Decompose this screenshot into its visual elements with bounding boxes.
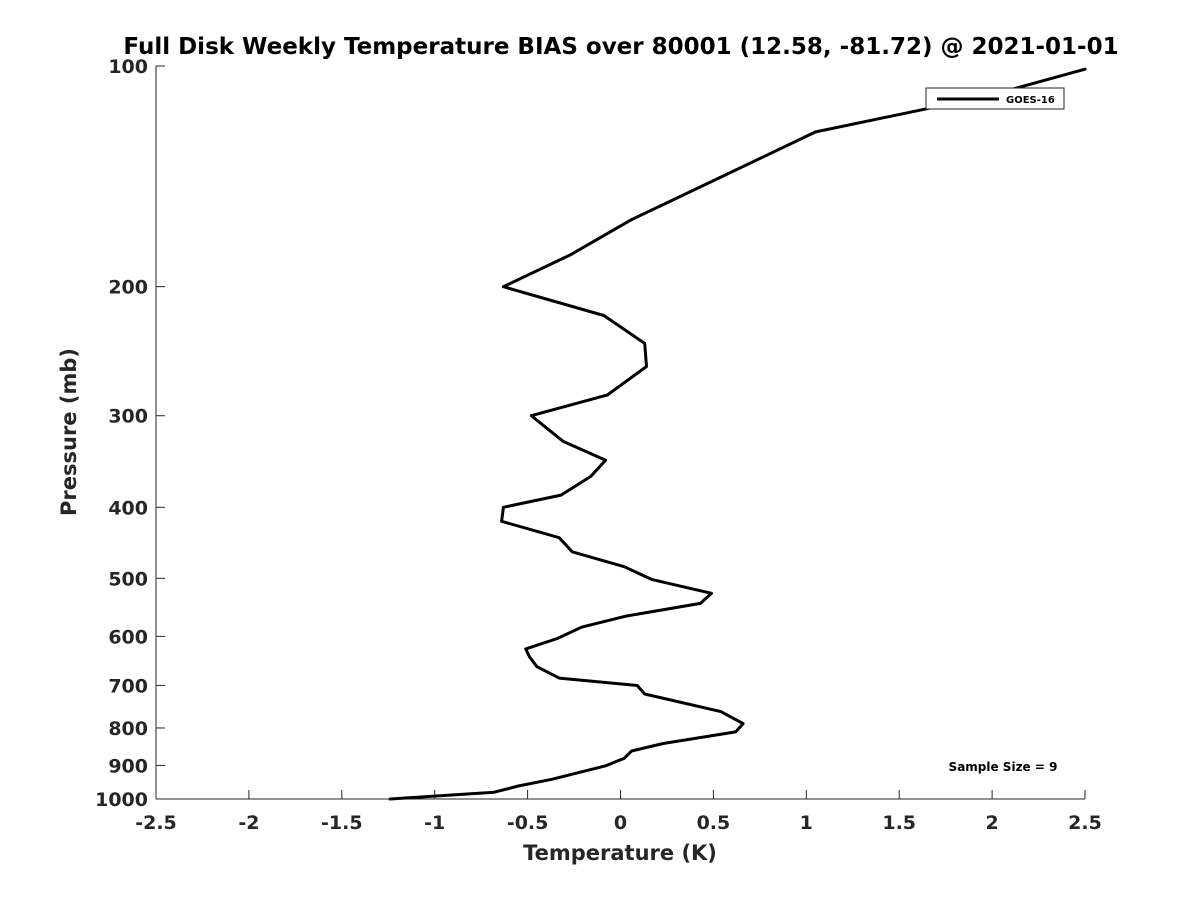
y-axis-label: Pressure (mb): [57, 348, 81, 516]
y-tick-label: 100: [108, 56, 148, 78]
x-tick-label: -0.5: [507, 812, 549, 834]
legend: GOES-16: [925, 87, 1065, 110]
sample-size-annotation: Sample Size = 9: [949, 760, 1058, 774]
x-tick-label: -2.5: [135, 812, 177, 834]
y-tick-label: 1000: [95, 789, 148, 811]
x-tick-label: 2.5: [1068, 812, 1102, 834]
legend-entry-goes-16: GOES-16: [1006, 95, 1055, 106]
plot-area: -2.5 -2 -1.5 -1 -0.5 0 0.5 1 1.5 2 2.5 100 200 300 40…: [95, 56, 1102, 834]
plot-background: [156, 66, 1085, 799]
x-tick-label: -1.5: [321, 812, 363, 834]
y-tick-label: 800: [108, 718, 148, 740]
y-tick-label: 400: [108, 497, 148, 519]
y-tick-label: 600: [108, 626, 148, 648]
x-tick-label: -1: [424, 812, 445, 834]
x-tick-label: 0: [614, 812, 627, 834]
y-axis-ticks: 100 200 300 400 500 600 700 800 900 1000: [95, 56, 165, 811]
x-tick-label: -2: [238, 812, 259, 834]
series-line-goes-16: [388, 67, 1087, 801]
y-tick-label: 900: [108, 755, 148, 777]
x-tick-label: 1: [800, 812, 813, 834]
x-axis-ticks: -2.5 -2 -1.5 -1 -0.5 0 0.5 1 1.5 2 2.5: [135, 790, 1102, 834]
x-axis-label: Temperature (K): [523, 841, 717, 865]
y-tick-label: 700: [108, 675, 148, 697]
x-tick-label: 1.5: [882, 812, 916, 834]
x-tick-label: 2: [985, 812, 998, 834]
y-tick-label: 200: [108, 277, 148, 299]
x-tick-label: 0.5: [697, 812, 731, 834]
y-tick-label: 500: [108, 568, 148, 590]
chart-title: Full Disk Weekly Temperature BIAS over 8…: [123, 34, 1118, 60]
y-tick-label: 300: [108, 406, 148, 428]
